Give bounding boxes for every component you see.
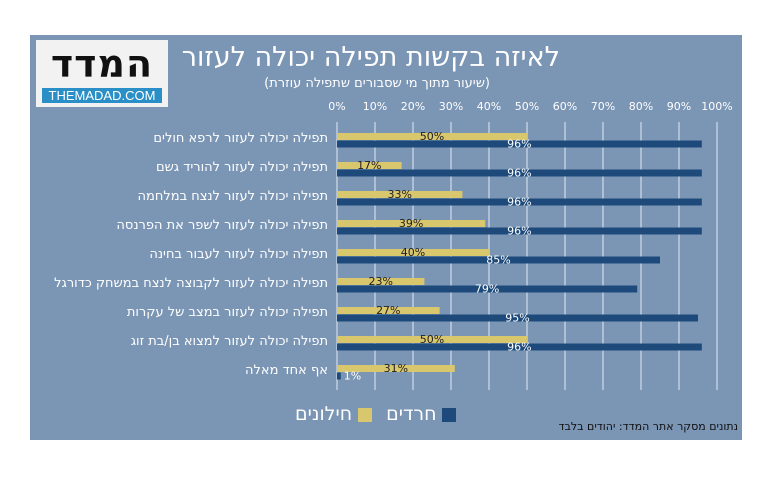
x-tick-label: 30% <box>438 100 464 113</box>
data-label: 50% <box>420 130 444 143</box>
data-label: 1% <box>344 370 361 383</box>
data-label: 33% <box>387 188 411 201</box>
data-label: 79% <box>475 283 499 296</box>
category-label: תפילה יכולה לעזור לעבור בחינה <box>149 247 328 262</box>
bar-haredim <box>337 372 341 380</box>
x-tick-label: 100% <box>701 100 733 113</box>
legend-label: חילונים <box>295 403 353 425</box>
bar-haredim <box>337 140 702 148</box>
category-label: תפילה יכולה לעזור במצב של עקרות <box>126 305 328 320</box>
bar-secular <box>337 307 440 314</box>
data-label: 23% <box>368 275 392 288</box>
chart-subtitle: (שיעור מתוך מי שסבורים שתפילה עוזרת) <box>264 76 490 91</box>
data-label: 96% <box>507 167 531 180</box>
data-label: 27% <box>376 304 400 317</box>
bar-secular <box>337 249 489 256</box>
data-label: 50% <box>420 333 444 346</box>
bar-haredim <box>337 256 660 264</box>
x-tick-label: 50% <box>514 100 540 113</box>
data-label: 95% <box>505 312 529 325</box>
logo-hebrew: המדד <box>50 42 154 86</box>
bar-secular <box>337 365 455 372</box>
x-tick-label: 10% <box>362 100 388 113</box>
bar-secular <box>337 220 486 227</box>
legend-item-haredim: חרדים <box>386 403 457 425</box>
category-label: תפילה יכולה לעזור להוריד גשם <box>155 160 328 175</box>
category-label: תפילה יכולה לעזור לרפא חולים <box>153 131 328 146</box>
legend-swatch <box>358 407 373 422</box>
x-tick-label: 90% <box>666 100 692 113</box>
data-label: 96% <box>507 225 531 238</box>
data-label: 40% <box>401 246 425 259</box>
category-label: אף אחד מאלה <box>245 363 328 378</box>
bar-haredim <box>337 169 702 177</box>
legend-item-secular: חילונים <box>295 403 373 425</box>
bar-secular <box>337 191 463 198</box>
x-tick-label: 40% <box>476 100 502 113</box>
x-tick-label: 60% <box>552 100 578 113</box>
chart-title: לאיזה בקשות תפילה יכולה לעזור <box>181 42 560 73</box>
data-label: 96% <box>507 196 531 209</box>
legend: חרדים חילונים <box>295 403 457 425</box>
bar-haredim <box>337 314 698 322</box>
legend-label: חרדים <box>386 403 437 425</box>
category-label: תפילה יכולה לעזור למצוא בן/בת זוג <box>130 334 328 349</box>
logo: המדד THEMADAD.COM <box>36 40 168 107</box>
data-label: 96% <box>507 341 531 354</box>
x-tick-label: 0% <box>328 100 346 113</box>
bar-secular <box>337 336 527 343</box>
category-label: תפילה יכולה לעזור לקבוצה לנצח במשחק כדור… <box>54 276 328 291</box>
x-tick-label: 20% <box>400 100 426 113</box>
bar-secular <box>337 278 425 285</box>
category-label: תפילה יכולה לעזור לשפר את הפרנסה <box>116 218 328 233</box>
data-label: 85% <box>486 254 510 267</box>
data-label: 96% <box>507 138 531 151</box>
x-tick-label: 80% <box>628 100 654 113</box>
bar-secular <box>337 162 402 169</box>
data-label: 31% <box>384 362 408 375</box>
bar-haredim <box>337 343 702 351</box>
source-note: נתונים מסקר אתר המדד: יהודים בלבד <box>558 420 738 433</box>
bar-haredim <box>337 285 638 293</box>
data-label: 39% <box>399 217 423 230</box>
bar-secular <box>337 133 527 140</box>
legend-swatch <box>442 407 457 422</box>
category-label: תפילה יכולה לעזור לנצח במלחמה <box>137 189 328 204</box>
logo-english: THEMADAD.COM <box>42 88 162 103</box>
x-tick-label: 70% <box>590 100 616 113</box>
bar-haredim <box>337 227 702 235</box>
bar-haredim <box>337 198 702 206</box>
data-label: 17% <box>357 159 381 172</box>
